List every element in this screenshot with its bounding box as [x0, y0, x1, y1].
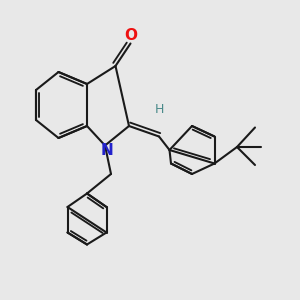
Text: H: H — [154, 103, 164, 116]
Text: O: O — [124, 28, 137, 44]
Text: N: N — [100, 143, 113, 158]
